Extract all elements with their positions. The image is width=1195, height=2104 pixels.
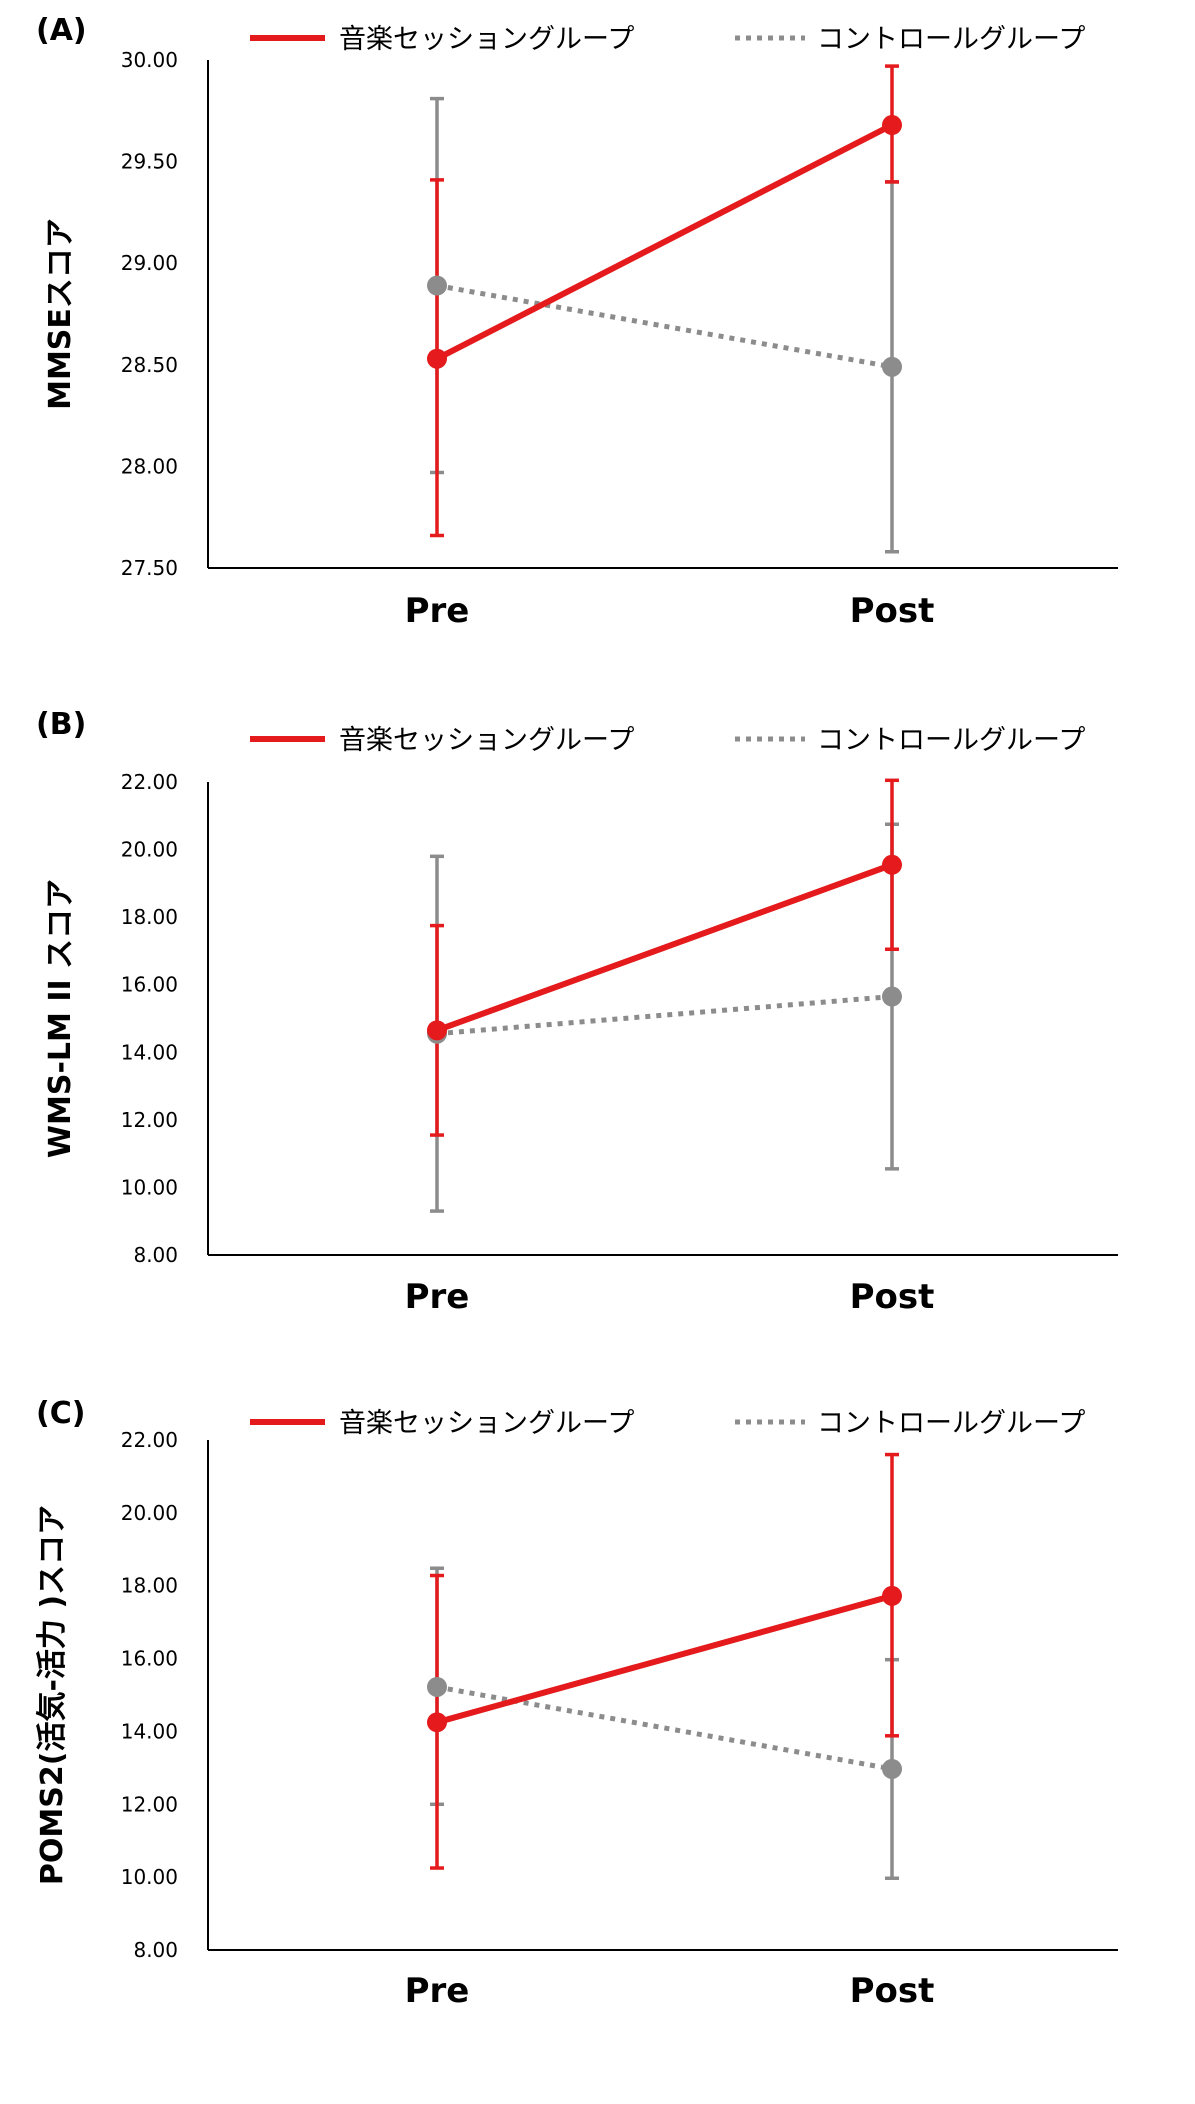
x-tick-label: Pre xyxy=(405,1277,470,1317)
y-tick-label: 20.00 xyxy=(121,838,178,862)
y-tick-label: 22.00 xyxy=(121,1428,178,1452)
y-tick-label: 12.00 xyxy=(121,1108,178,1132)
legend-label-music: 音楽セッショングループ xyxy=(339,1408,634,1439)
series-line-control xyxy=(436,283,893,370)
y-tick-label: 22.00 xyxy=(121,770,178,794)
data-point-control xyxy=(427,275,447,296)
panel-label: (C) xyxy=(36,1396,85,1431)
y-tick-label: 10.00 xyxy=(121,1865,178,1889)
y-tick-label: 14.00 xyxy=(121,1040,178,1064)
y-tick-label: 10.00 xyxy=(121,1175,178,1199)
x-tick-label: Post xyxy=(850,1971,935,2011)
y-tick-label: 18.00 xyxy=(121,905,178,929)
series-line-music xyxy=(435,122,894,362)
legend-label-control: コントロールグループ xyxy=(817,725,1085,756)
data-point-music xyxy=(882,854,902,875)
legend-label-music: 音楽セッショングループ xyxy=(339,24,634,55)
data-point-control xyxy=(882,986,902,1007)
y-tick-label: 12.00 xyxy=(121,1792,178,1816)
series-line-music xyxy=(436,1593,893,1726)
y-tick-label: 29.00 xyxy=(121,251,178,275)
y-axis-label: MMSEスコア xyxy=(43,218,78,410)
data-point-music xyxy=(882,115,902,136)
data-point-control xyxy=(882,1758,902,1779)
y-axis-label: POMS2(活気-活力 )スコア xyxy=(35,1505,70,1885)
y-tick-label: 16.00 xyxy=(121,973,178,997)
x-tick-label: Pre xyxy=(405,591,470,631)
series-line-music xyxy=(435,861,894,1034)
x-tick-label: Post xyxy=(850,1277,935,1317)
y-axis-label: WMS-LM II スコア xyxy=(43,879,78,1158)
panel-label: (B) xyxy=(36,707,86,742)
y-tick-label: 14.00 xyxy=(121,1719,178,1743)
y-tick-label: 18.00 xyxy=(121,1574,178,1598)
data-point-control xyxy=(882,356,902,377)
y-tick-label: 29.50 xyxy=(121,150,178,174)
y-tick-label: 16.00 xyxy=(121,1647,178,1671)
series-line-control xyxy=(436,994,893,1037)
legend-label-music: 音楽セッショングループ xyxy=(339,725,634,756)
x-tick-label: Pre xyxy=(405,1971,470,2011)
y-tick-label: 20.00 xyxy=(121,1501,178,1525)
data-point-music xyxy=(427,1020,447,1041)
y-tick-label: 8.00 xyxy=(133,1243,178,1267)
y-tick-label: 8.00 xyxy=(133,1938,178,1962)
x-tick-label: Post xyxy=(850,591,935,631)
data-point-music xyxy=(427,348,447,369)
series-line-control xyxy=(436,1684,893,1772)
y-tick-label: 30.00 xyxy=(121,48,178,72)
panel-label: (A) xyxy=(36,13,87,48)
y-tick-label: 28.00 xyxy=(121,454,178,478)
data-point-music xyxy=(882,1585,902,1606)
data-point-control xyxy=(427,1676,447,1697)
y-tick-label: 28.50 xyxy=(121,353,178,377)
data-point-music xyxy=(427,1712,447,1733)
legend-label-control: コントロールグループ xyxy=(817,24,1085,55)
y-tick-label: 27.50 xyxy=(121,556,178,580)
legend-label-control: コントロールグループ xyxy=(817,1408,1085,1439)
